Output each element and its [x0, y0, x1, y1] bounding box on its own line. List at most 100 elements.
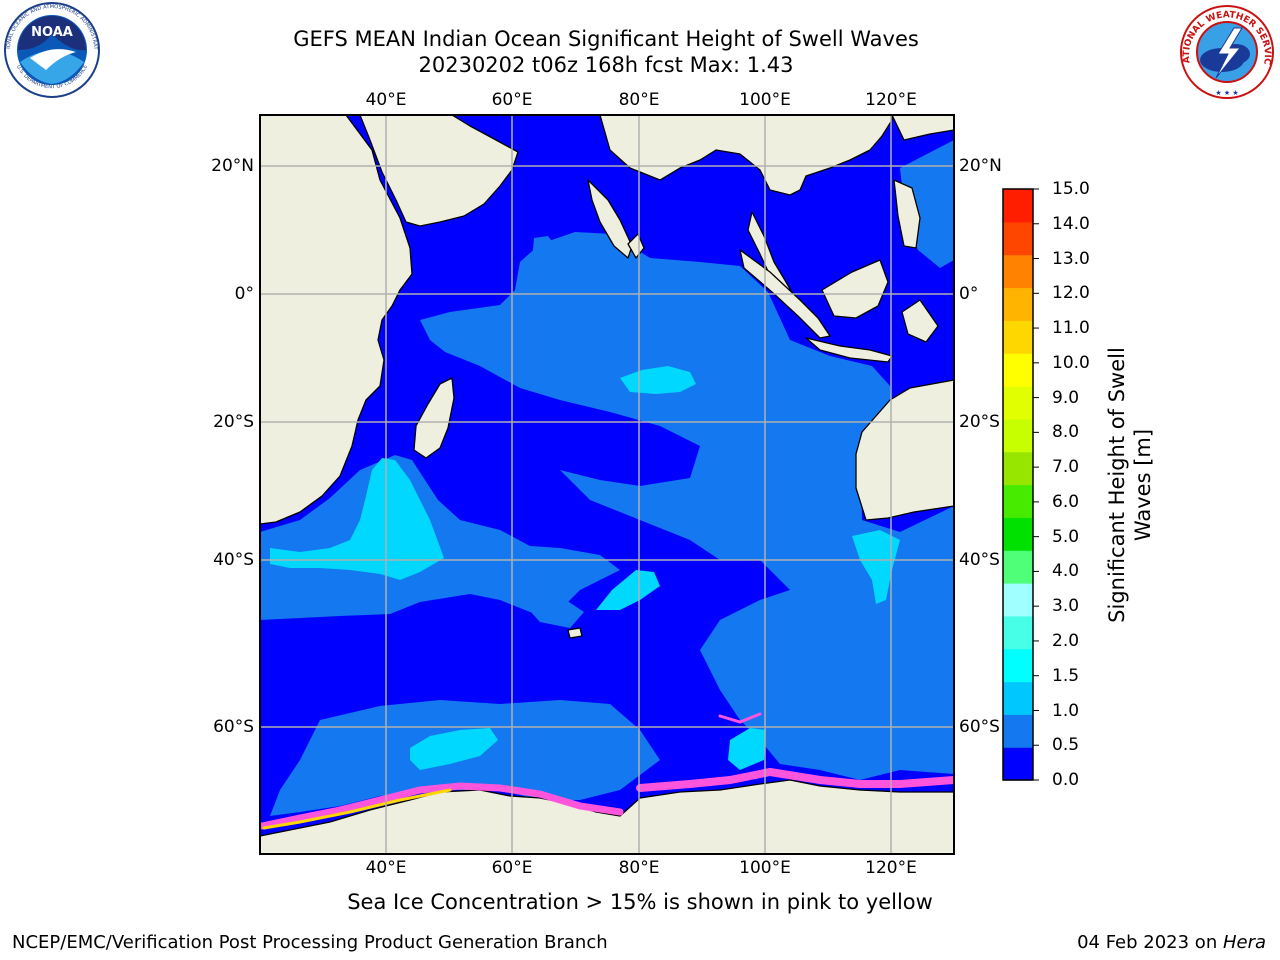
colorbar-swatch-6: [1003, 550, 1033, 584]
swell-streak-kerguelen: [596, 570, 660, 610]
colorbar-label: 12.0: [1052, 283, 1090, 304]
sea-ice-pink: [260, 782, 624, 830]
lon-tick-bottom-120e: 120°E: [865, 858, 917, 878]
colorbar-swatch-12: [1003, 353, 1033, 387]
lon-tick-top-120e: 120°E: [865, 90, 917, 110]
arabian-peninsula: [359, 115, 519, 227]
footer-host: Hera: [1222, 932, 1266, 953]
lon-tick-top-100e: 100°E: [739, 90, 791, 110]
colorbar-swatch-0: [1003, 747, 1033, 781]
colorbar-label: 5.0: [1052, 526, 1080, 547]
colorbar-frame: [1002, 188, 1034, 781]
colorbar-label: 1.5: [1052, 665, 1080, 686]
swell-patch-southeast: [728, 728, 766, 770]
lat-tick-left-60s: 60°S: [213, 717, 254, 737]
indian-peninsula: [587, 179, 633, 259]
swell-patch-north: [532, 236, 560, 266]
colorbar-swatch-8: [1003, 484, 1033, 518]
madagascar: [413, 377, 455, 459]
colorbar-label: 3.0: [1052, 596, 1080, 617]
colorbar-swatch-13: [1003, 320, 1033, 354]
swell-patch-southwest: [270, 458, 444, 580]
colorbar-swatch-17: [1003, 189, 1033, 223]
title-block: GEFS MEAN Indian Ocean Significant Heigh…: [206, 26, 1006, 78]
colorbar-label: 1.0: [1052, 700, 1080, 721]
australia-landmass: [855, 379, 954, 521]
sea-ice-pink-east: [636, 767, 954, 792]
nws-logo: NATIONAL WEATHER SERVICE ★ ★ ★: [1178, 4, 1274, 99]
colorbar-swatch-2: [1003, 681, 1033, 715]
lon-tick-bottom-40e: 40°E: [365, 858, 407, 878]
colorbar-swatch-14: [1003, 287, 1033, 321]
philippines: [893, 179, 921, 249]
lon-tick-top-40e: 40°E: [365, 90, 407, 110]
noaa-logo-text: NOAA: [31, 25, 73, 40]
east-asia-coast: [891, 115, 954, 141]
sulawesi: [901, 299, 939, 343]
lat-tick-left-0: 0°: [234, 284, 254, 304]
lat-tick-left-20n: 20°N: [211, 156, 254, 176]
map-area: [260, 115, 954, 854]
colorbar-swatch-5: [1003, 583, 1033, 617]
lat-tick-right-0: 0°: [959, 284, 979, 304]
lon-tick-bottom-80e: 80°E: [618, 858, 660, 878]
colorbar-label: 2.0: [1052, 630, 1080, 651]
map-title: GEFS MEAN Indian Ocean Significant Heigh…: [293, 27, 919, 51]
kerguelen-islands: [567, 627, 583, 639]
colorbar-swatch-15: [1003, 254, 1033, 289]
colorbar-swatch-16: [1003, 221, 1033, 256]
sri-lanka: [627, 233, 645, 259]
map-subtitle: 20230202 t06z 168h fcst Max: 1.43: [418, 53, 794, 77]
lat-tick-right-60s: 60°S: [959, 717, 1000, 737]
antarctica-landmass: [260, 779, 954, 854]
lat-tick-left-40s: 40°S: [213, 550, 254, 570]
map-frame: [259, 114, 955, 855]
swell-band-central: [420, 232, 954, 780]
lat-tick-right-20n: 20°N: [959, 156, 1002, 176]
noaa-logo: NOAA NATIONAL OCEANIC AND ATMOSPHERIC AD…: [0, 0, 100, 98]
colorbar-label: 6.0: [1052, 491, 1080, 512]
java: [805, 337, 893, 363]
colorbar-title: Significant Height of Swell Waves [m]: [1105, 347, 1155, 623]
swell-patch-kerguelen: [520, 596, 584, 628]
lon-tick-bottom-100e: 100°E: [739, 858, 791, 878]
lon-tick-bottom-60e: 60°E: [491, 858, 533, 878]
sea-ice-fringe: [260, 712, 954, 830]
nws-stars: ★ ★ ★: [1215, 89, 1238, 97]
footer-date-text: 04 Feb 2023 on: [1077, 932, 1223, 953]
swell-patch-australia: [852, 530, 900, 604]
lat-tick-right-20s: 20°S: [959, 412, 1000, 432]
colorbar-swatch-3: [1003, 648, 1033, 683]
colorbar-label: 10.0: [1052, 352, 1090, 373]
map-gridlines: [260, 115, 954, 854]
colorbar-label: 15.0: [1052, 179, 1090, 199]
colorbar: [1003, 188, 1039, 781]
colorbar-label: 14.0: [1052, 213, 1090, 234]
colorbar-label: 0.5: [1052, 735, 1080, 756]
colorbar-swatch-4: [1003, 615, 1033, 650]
colorbar-label: 8.0: [1052, 422, 1080, 443]
footer-date: 04 Feb 2023 on Hera: [1077, 932, 1266, 954]
sea-ice-note: Sea Ice Concentration > 15% is shown in …: [347, 890, 933, 914]
colorbar-label: 0.0: [1052, 770, 1080, 790]
footer-credit: NCEP/EMC/Verification Post Processing Pr…: [12, 932, 608, 953]
sea-ice-yellow: [262, 788, 452, 830]
colorbar-label: 7.0: [1052, 457, 1080, 478]
sea-ice-patch: [718, 712, 762, 724]
lon-tick-top-80e: 80°E: [618, 90, 660, 110]
swell-patch-south: [410, 728, 498, 770]
colorbar-swatch-10: [1003, 418, 1033, 453]
colorbar-swatch-9: [1003, 451, 1033, 486]
colorbar-swatch-11: [1003, 386, 1033, 420]
colorbar-label: 11.0: [1052, 318, 1090, 339]
swell-band-southwest: [260, 455, 620, 620]
lon-tick-top-60e: 60°E: [491, 90, 533, 110]
lat-tick-right-40s: 40°S: [959, 550, 1000, 570]
colorbar-swatch-7: [1003, 517, 1033, 551]
colorbar-swatch-1: [1003, 714, 1033, 748]
colorbar-label: 13.0: [1052, 248, 1090, 269]
colorbar-label: 4.0: [1052, 561, 1080, 582]
lat-tick-left-20s: 20°S: [213, 412, 254, 432]
colorbar-label: 9.0: [1052, 387, 1080, 408]
